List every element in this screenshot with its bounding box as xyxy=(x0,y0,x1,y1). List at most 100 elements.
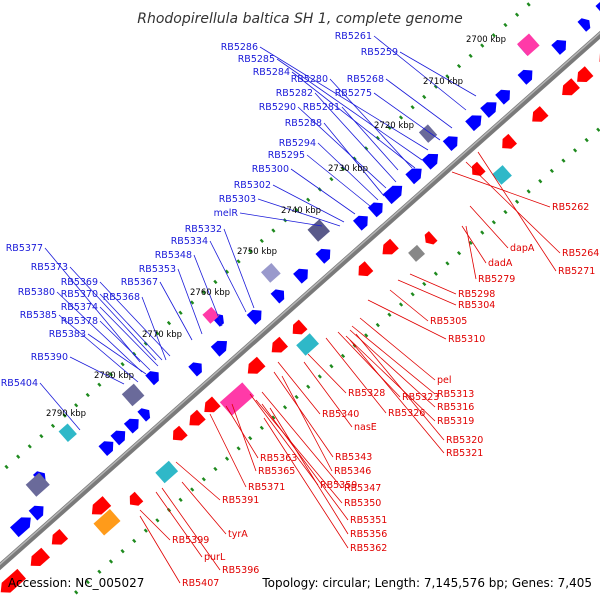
rna-feature-box xyxy=(308,219,331,242)
tick-mark xyxy=(179,498,183,502)
forward-gene-label: RB5282 xyxy=(276,88,313,99)
tick-mark xyxy=(295,395,299,399)
tick-mark xyxy=(318,374,322,378)
tick-mark xyxy=(51,424,55,428)
forward-gene-label: RB5281 xyxy=(303,102,340,113)
forward-gene-arrow xyxy=(10,517,31,537)
tick-mark xyxy=(457,251,461,255)
forward-gene-label: RB5368 xyxy=(103,292,140,303)
reverse-gene-label: RB5271 xyxy=(558,266,595,277)
reverse-gene-arrow xyxy=(173,426,188,441)
kbp-tick-label: 2790 kbp xyxy=(46,409,86,419)
forward-gene-arrow xyxy=(99,441,114,456)
tick-mark xyxy=(573,148,577,152)
tick-mark xyxy=(213,467,217,471)
forward-gene-label: RB5303 xyxy=(219,194,256,205)
rna-feature-box xyxy=(408,245,425,262)
kbp-tick-label: 2760 kbp xyxy=(190,288,230,298)
reverse-gene-arrow xyxy=(189,410,205,426)
reverse-gene-label: pel xyxy=(437,375,452,386)
kbp-tick-label: 2770 kbp xyxy=(142,330,182,340)
forward-gene-label: RB5353 xyxy=(139,264,176,275)
reverse-gene-label: RB5350 xyxy=(344,498,381,509)
reverse-gene-label: RB5323 xyxy=(402,392,439,403)
reverse-gene-label: RB5371 xyxy=(248,482,285,493)
forward-gene-label: RB5334 xyxy=(171,236,208,247)
tick-mark xyxy=(144,341,148,345)
leader-line xyxy=(470,206,508,248)
tick-mark xyxy=(213,280,217,284)
reverse-gene-label: RB5340 xyxy=(322,409,359,420)
tick-mark xyxy=(515,13,519,17)
kbp-tick-label: 2780 kbp xyxy=(94,371,134,381)
reverse-gene-label: RB5321 xyxy=(446,448,483,459)
leader-line xyxy=(398,280,456,305)
reverse-gene-arrow xyxy=(204,397,220,413)
forward-gene-arrow xyxy=(211,341,227,357)
forward-gene-label: RB5390 xyxy=(31,352,68,363)
reverse-gene-arrow xyxy=(472,162,486,176)
kbp-tick-label: 2710 kbp xyxy=(423,77,463,87)
reverse-gene-label: RB5310 xyxy=(448,334,485,345)
reverse-gene-label: dadA xyxy=(488,258,513,269)
reverse-gene-label: RB5319 xyxy=(437,416,474,427)
reverse-gene-arrow xyxy=(52,529,68,545)
tick-mark xyxy=(120,362,124,366)
rna-feature-box xyxy=(155,461,178,483)
forward-gene-label: RB5300 xyxy=(252,164,289,175)
forward-gene-arrow xyxy=(578,18,591,31)
leader-line xyxy=(210,414,246,487)
tick-mark xyxy=(329,177,333,181)
tick-mark xyxy=(329,364,333,368)
rna-feature-box xyxy=(122,384,145,407)
forward-gene-label: RB5367 xyxy=(121,277,158,288)
tick-mark xyxy=(399,302,403,306)
reverse-gene-label: RB5320 xyxy=(446,435,483,446)
leader-line xyxy=(326,338,386,413)
reverse-gene-arrow xyxy=(383,239,399,255)
tick-mark xyxy=(202,477,206,481)
reverse-gene-arrow xyxy=(577,66,593,82)
forward-gene-label: RB5302 xyxy=(234,180,271,191)
tick-mark xyxy=(585,138,589,142)
forward-gene-arrow xyxy=(596,2,600,16)
tick-mark xyxy=(538,179,542,183)
forward-gene-label: RB5286 xyxy=(221,42,258,53)
forward-gene-label: RB5261 xyxy=(335,31,372,42)
reverse-gene-label: nasE xyxy=(354,422,377,433)
forward-gene-arrow xyxy=(29,506,44,521)
topology-text: Topology: circular; Length: 7,145,576 bp… xyxy=(261,576,592,590)
forward-gene-label: melR xyxy=(214,208,239,219)
forward-gene-arrow xyxy=(293,269,308,284)
forward-gene-arrow xyxy=(188,362,202,376)
rna-feature-box xyxy=(492,165,512,185)
forward-gene-label: RB5290 xyxy=(259,102,296,113)
reverse-gene-label: RB5313 xyxy=(437,389,474,400)
forward-gene-label: RB5280 xyxy=(291,74,328,85)
tick-mark xyxy=(596,128,600,132)
rna-feature-box xyxy=(26,473,50,497)
forward-gene-label: RB5259 xyxy=(361,47,398,58)
forward-gene-label: RB5404 xyxy=(1,378,38,389)
leader-line xyxy=(142,297,166,360)
rna-feature-box xyxy=(220,382,254,415)
forward-gene-label: RB5284 xyxy=(253,67,290,78)
tick-mark xyxy=(434,272,438,276)
tick-mark xyxy=(86,393,90,397)
reverse-gene-label: RB5328 xyxy=(348,388,385,399)
forward-gene-label: RB5380 xyxy=(18,287,55,298)
leader-line xyxy=(374,93,440,140)
forward-gene-arrow xyxy=(247,310,262,325)
reverse-gene-arrow xyxy=(293,320,308,335)
forward-gene-label: RB5348 xyxy=(155,250,192,261)
reverse-gene-label: RB5363 xyxy=(260,453,297,464)
forward-gene-arrow xyxy=(443,136,458,151)
tick-mark xyxy=(527,189,531,193)
reverse-gene-label: RB5298 xyxy=(458,289,495,300)
forward-gene-arrow xyxy=(422,154,438,170)
forward-gene-label: RB5275 xyxy=(335,88,372,99)
reverse-gene-label: RB5304 xyxy=(458,300,495,311)
forward-gene-label: RB5377 xyxy=(6,243,43,254)
tick-mark xyxy=(306,198,310,202)
reverse-gene-label: RB5346 xyxy=(334,466,371,477)
